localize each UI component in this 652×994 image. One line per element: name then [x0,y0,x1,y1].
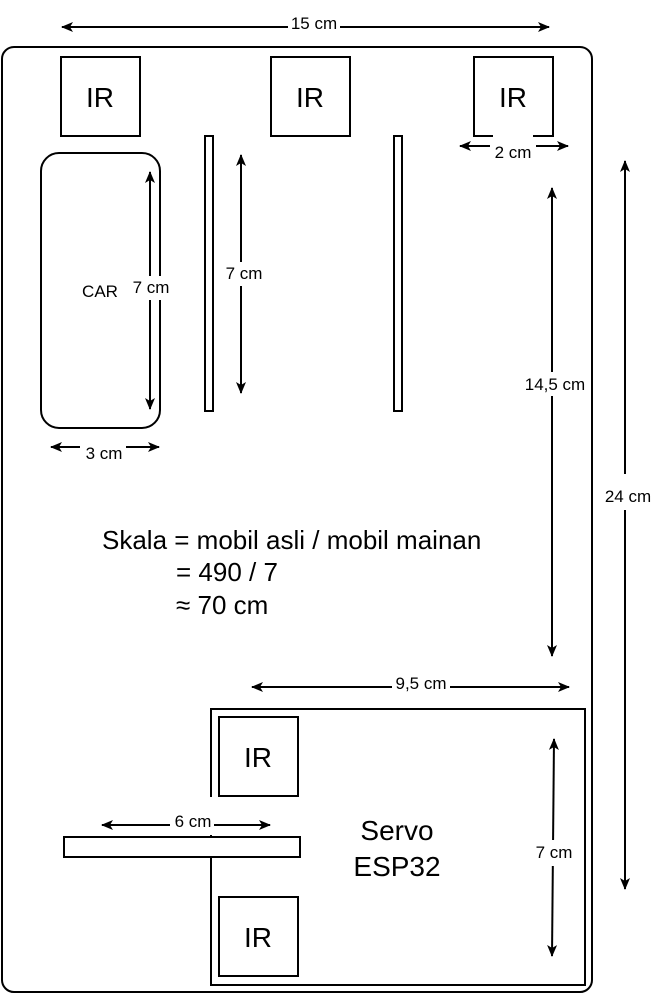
formula-line-1: Skala = mobil asli / mobil mainan [102,525,481,555]
lane-length-label: 7 cm [226,264,263,283]
lane-divider-right [393,135,403,412]
ir-sensor-top-middle [270,56,351,137]
ir-sensor-top-right [473,56,554,137]
total-height-label: 24 cm [605,487,651,506]
esp32-label: ESP32 [353,851,440,882]
top-width-label: 15 cm [291,14,337,33]
ir-sensor-top-right-label: IR [499,82,527,113]
car-label: CAR [82,282,118,301]
board-outline [1,46,593,993]
lane-divider-left [204,135,214,412]
ir-sensor-top-left [60,56,141,137]
formula-line-2: = 490 / 7 [176,557,278,587]
servo-label: Servo [360,815,433,846]
gate-length-label: 6 cm [175,812,212,831]
garage-height-label: 7 cm [536,843,573,862]
formula-line-3: ≈ 70 cm [176,590,268,620]
ir-sensor-garage-top [218,716,299,797]
ir-sensor-top-middle-label: IR [296,82,324,113]
ir-sensor-garage-bottom-label: IR [244,922,272,953]
ir-sensor-garage-top-label: IR [244,742,272,773]
sensor-gap-label: 2 cm [495,143,532,162]
garage-width-label: 9,5 cm [395,674,446,693]
ir-sensor-garage-bottom [218,896,299,977]
garage-outline [210,708,586,986]
car-width-label: 3 cm [86,444,123,463]
ir-sensor-top-left-label: IR [86,82,114,113]
car-length-label: 7 cm [133,278,170,297]
track-length-label: 14,5 cm [525,375,585,394]
servo-gate-arm [63,836,301,858]
